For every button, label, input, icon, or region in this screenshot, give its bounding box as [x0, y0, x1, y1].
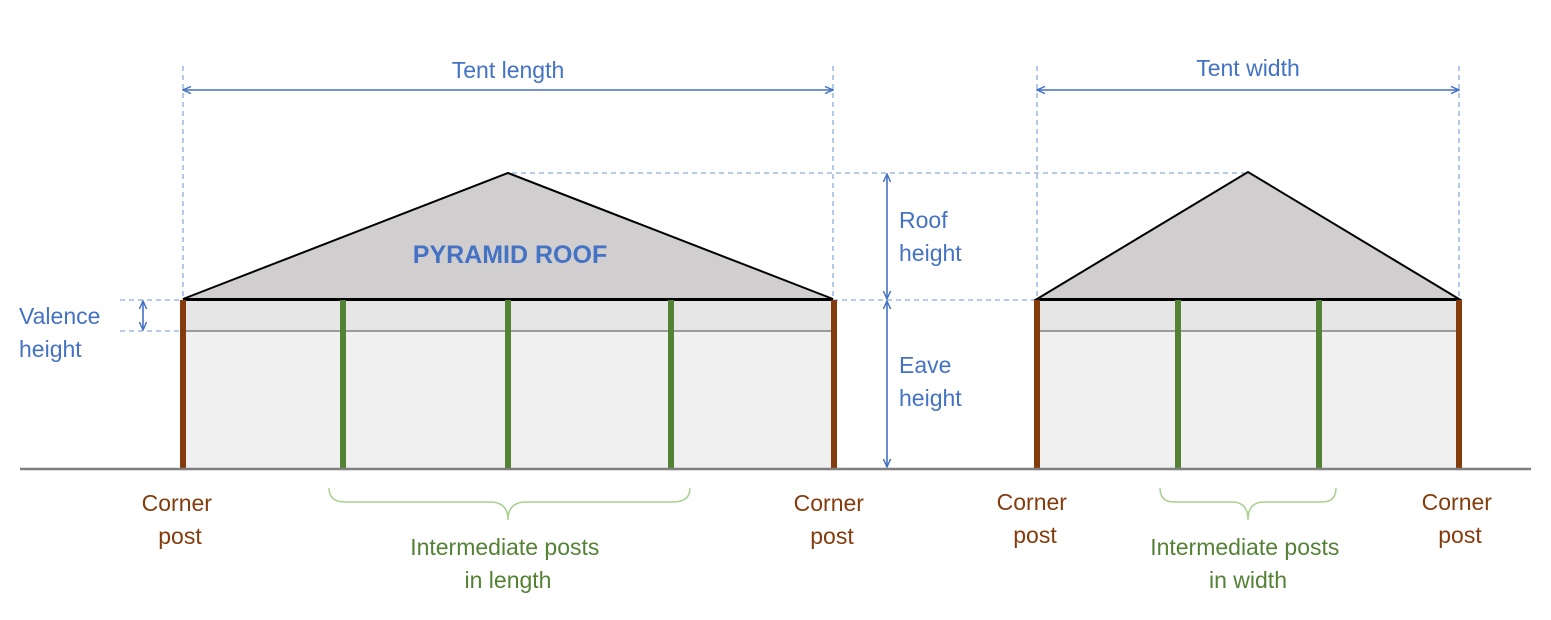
intermediate-width-label: Intermediate posts in width: [1150, 534, 1346, 593]
roof-title: PYRAMID ROOF: [413, 241, 607, 269]
valence-height-label: Valence height: [19, 303, 107, 362]
tent-length-view: [180, 171, 837, 468]
corner-post-label: Corner post: [142, 490, 219, 549]
intermediate-length-label: Intermediate posts in length: [410, 534, 606, 593]
tent-width-label: Tent width: [1196, 55, 1300, 81]
brace-width: [1159, 487, 1337, 521]
corner-post-label: Corner post: [794, 490, 871, 549]
valence: [1037, 300, 1459, 331]
roof-height-label: Roof height: [899, 207, 962, 266]
brace-length: [328, 487, 691, 521]
corner-post-label: Corner post: [1422, 489, 1499, 548]
eave-height-label: Eave height: [899, 352, 962, 411]
pyramid-roof-end: [1033, 170, 1463, 300]
tent-length-label: Tent length: [452, 57, 565, 83]
tent-width-view: [1033, 170, 1463, 468]
corner-post-label: Corner post: [997, 489, 1074, 548]
guide-lines: [120, 66, 1460, 332]
pyramid-roof: [182, 171, 834, 300]
